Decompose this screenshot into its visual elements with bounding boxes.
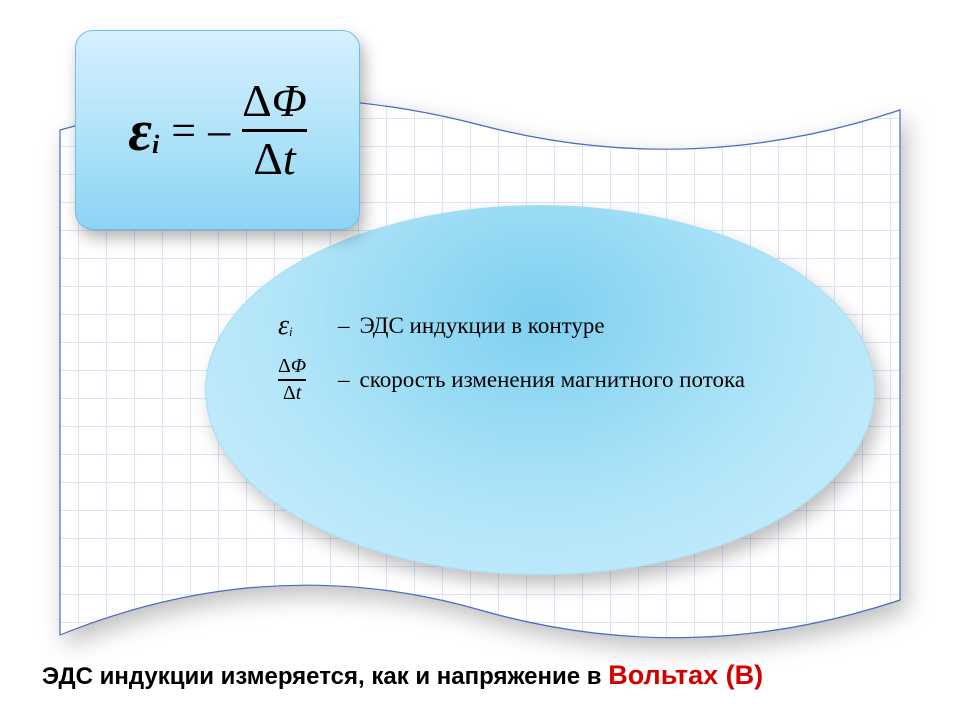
legend-eps: ε: [278, 310, 289, 342]
legend-row-eps: ε i – ЭДС индукции в контуре: [278, 310, 745, 342]
formula-eps-sub: i: [152, 130, 159, 160]
legend: ε i – ЭДС индукции в контуре ΔΦ Δt – ско…: [278, 310, 745, 404]
caption-black: ЭДС индукции измеряется, как и напряжени…: [42, 663, 608, 690]
formula-equals: =: [171, 105, 196, 156]
legend-den-delta: Δ: [283, 382, 296, 404]
formula-den-delta: Δ: [253, 133, 283, 184]
legend-den-t: t: [296, 382, 302, 404]
formula-content: ε i = – ΔΦ Δt: [128, 77, 307, 183]
legend-row-frac: ΔΦ Δt – скорость изменения магнитного по…: [278, 356, 745, 404]
legend-dash-2: –: [338, 367, 350, 393]
caption: ЭДС индукции измеряется, как и напряжени…: [42, 660, 763, 691]
legend-num-phi: Φ: [291, 355, 306, 377]
formula-minus: –: [208, 105, 230, 156]
formula-num-phi: Φ: [272, 75, 307, 126]
formula-num-delta: Δ: [242, 75, 272, 126]
legend-eps-sub: i: [289, 325, 293, 340]
legend-dash-1: –: [338, 313, 350, 339]
formula-den-t: t: [283, 133, 296, 184]
caption-red: Вольтах (В): [608, 660, 763, 690]
legend-text-1: ЭДС индукции в контуре: [360, 313, 605, 339]
legend-text-2: скорость изменения магнитного потока: [360, 367, 746, 393]
legend-num-delta: Δ: [278, 355, 291, 377]
formula-card: ε i = – ΔΦ Δt: [75, 30, 360, 230]
formula-eps: ε: [128, 97, 152, 164]
